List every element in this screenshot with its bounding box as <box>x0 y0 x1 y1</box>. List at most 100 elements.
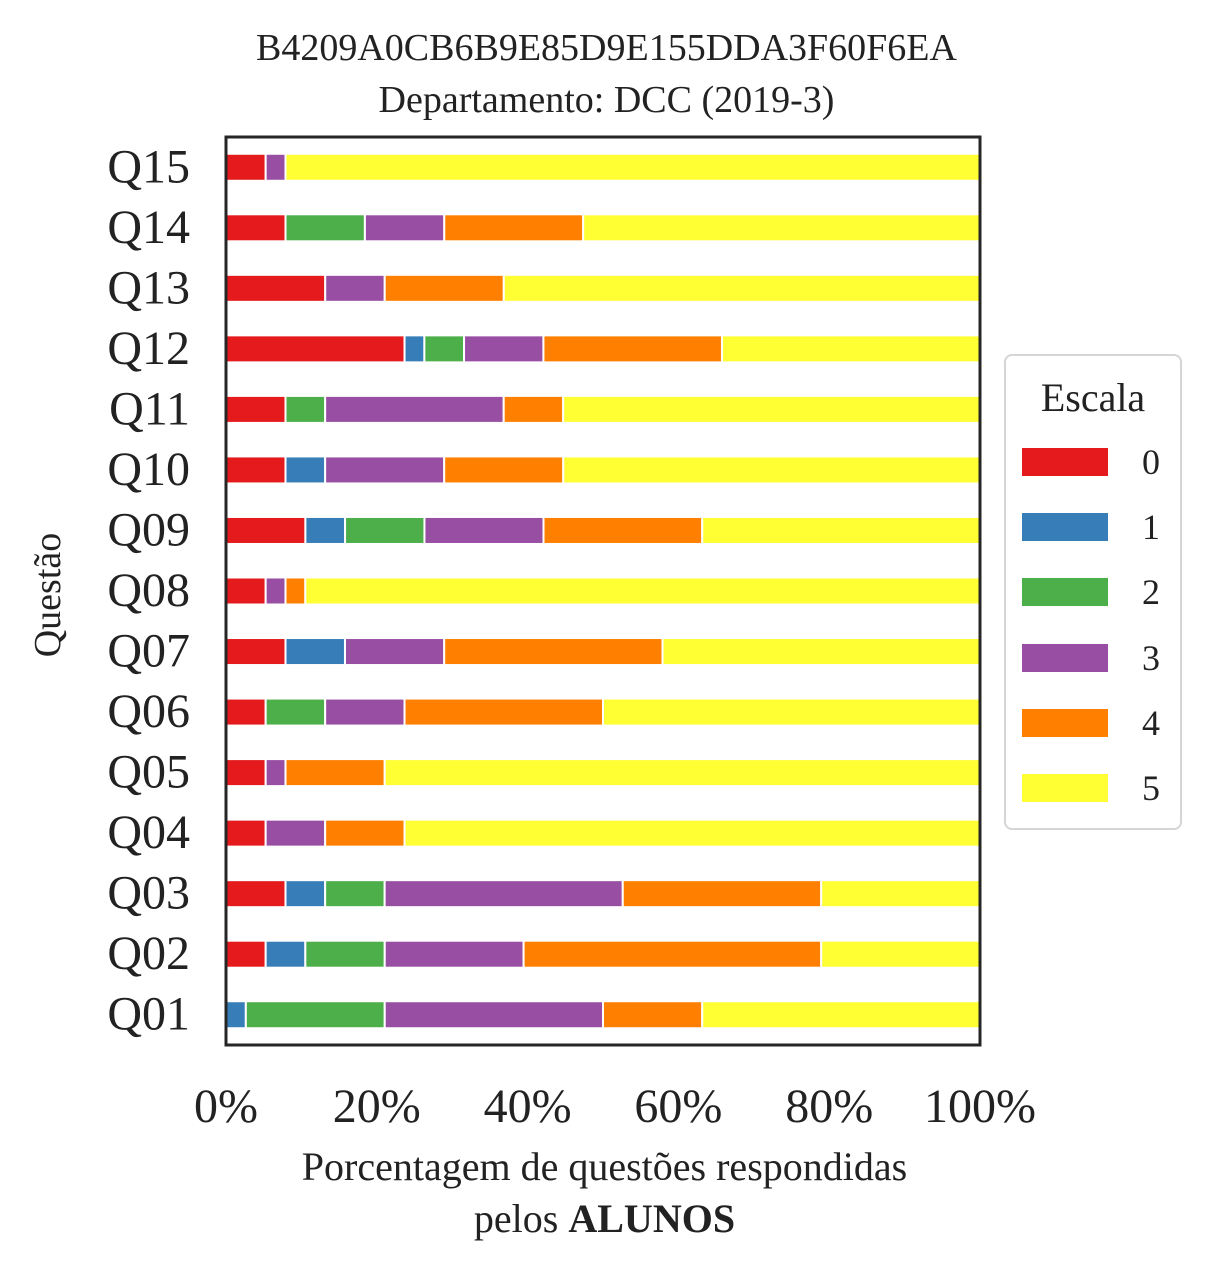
bar-q05-scale-0 <box>225 758 267 788</box>
legend-swatch-5 <box>1022 774 1108 802</box>
bar-q12-scale-1 <box>403 334 426 364</box>
chart-subtitle: Departamento: DCC (2019-3) <box>378 79 835 121</box>
bar-q08-scale-4 <box>284 576 307 606</box>
x-tick-label-1: 20% <box>333 1080 421 1133</box>
bar-q05-scale-5 <box>383 758 982 788</box>
bar-q02-scale-3 <box>383 939 525 969</box>
bar-q05-scale-3 <box>264 758 287 788</box>
bar-q01-scale-4 <box>602 1000 704 1030</box>
y-tick-label-q11: Q11 <box>109 382 190 435</box>
legend-label-2: 2 <box>1142 572 1160 612</box>
bar-q01-scale-1 <box>225 1000 247 1030</box>
bar-q03-scale-4 <box>621 879 823 909</box>
bar-q14-scale-0 <box>225 213 287 243</box>
bar-q14-scale-5 <box>582 213 981 243</box>
bar-q01-scale-5 <box>701 1000 981 1030</box>
bar-q11-scale-3 <box>324 394 505 424</box>
y-tick-label-q02: Q02 <box>107 927 190 980</box>
bar-q04-scale-5 <box>403 818 982 848</box>
bar-q11-scale-5 <box>562 394 981 424</box>
bar-q07-scale-4 <box>443 637 664 667</box>
x-axis-label-line1: Porcentagem de questões respondidas <box>301 1144 908 1189</box>
bar-q11-scale-2 <box>284 394 327 424</box>
bar-q10-scale-3 <box>324 455 446 485</box>
x-axis-label-prefix: pelos <box>473 1196 569 1241</box>
bar-q08-scale-5 <box>304 576 981 606</box>
bar-q15-scale-3 <box>264 152 287 182</box>
bar-q07-scale-1 <box>284 637 346 667</box>
bar-q02-scale-1 <box>264 939 307 969</box>
bar-q13-scale-5 <box>502 273 981 303</box>
bar-q13-scale-0 <box>225 273 327 303</box>
legend-item-0: 0 <box>1022 442 1172 482</box>
legend-item-1: 1 <box>1022 507 1172 547</box>
bar-q10-scale-1 <box>284 455 327 485</box>
bar-q03-scale-2 <box>324 879 386 909</box>
bar-q09-scale-3 <box>423 515 545 545</box>
bar-q09-scale-5 <box>701 515 981 545</box>
y-tick-label-q10: Q10 <box>107 443 190 496</box>
bar-q11-scale-0 <box>225 394 287 424</box>
bar-q03-scale-5 <box>820 879 981 909</box>
y-axis-label: Questão <box>27 532 69 658</box>
bar-q06-scale-3 <box>324 697 406 727</box>
y-tick-label-q03: Q03 <box>107 867 190 920</box>
legend-title: Escala <box>1040 375 1146 420</box>
bar-q11-scale-4 <box>502 394 565 424</box>
y-tick-label-q15: Q15 <box>107 140 190 193</box>
chart-title: B4209A0CB6B9E85D9E155DDA3F60F6EA <box>256 27 957 69</box>
bar-q15-scale-0 <box>225 152 267 182</box>
legend-label-1: 1 <box>1142 507 1160 547</box>
plot-frame <box>224 135 982 1047</box>
bar-q04-scale-0 <box>225 818 267 848</box>
y-tick-label-q04: Q04 <box>107 806 190 859</box>
legend-swatch-0 <box>1022 448 1108 476</box>
legend-swatch-1 <box>1022 513 1108 541</box>
bar-q06-scale-2 <box>264 697 327 727</box>
bar-q12-scale-3 <box>463 334 545 364</box>
legend-label-4: 4 <box>1142 703 1160 743</box>
bar-q14-scale-4 <box>443 213 585 243</box>
bar-q03-scale-0 <box>225 879 287 909</box>
x-tick-label-2: 40% <box>484 1080 572 1133</box>
y-tick-label-q12: Q12 <box>107 322 190 375</box>
legend-item-3: 3 <box>1022 638 1172 678</box>
x-axis-label-line2: pelos ALUNOS <box>0 1196 1211 1242</box>
bar-q06-scale-0 <box>225 697 267 727</box>
y-tick-label-q07: Q07 <box>107 625 190 678</box>
x-tick-label-3: 60% <box>634 1080 722 1133</box>
bar-q07-scale-3 <box>343 637 446 667</box>
bar-q02-scale-2 <box>304 939 386 969</box>
bar-q04-scale-3 <box>264 818 327 848</box>
bar-q02-scale-4 <box>522 939 823 969</box>
y-tick-label-q14: Q14 <box>107 201 190 254</box>
bar-q12-scale-0 <box>225 334 406 364</box>
x-axis-label-bold: ALUNOS <box>568 1196 736 1241</box>
bar-q09-scale-2 <box>344 515 426 545</box>
legend-item-4: 4 <box>1022 703 1172 743</box>
x-tick-label-5: 100% <box>924 1080 1036 1133</box>
bar-q06-scale-5 <box>602 697 981 727</box>
bar-q01-scale-2 <box>244 1000 386 1030</box>
x-tick-label-0: 0% <box>194 1080 258 1133</box>
bar-q07-scale-0 <box>225 637 287 667</box>
y-tick-label-q09: Q09 <box>107 503 190 556</box>
bar-q04-scale-4 <box>324 818 406 848</box>
bar-q02-scale-5 <box>820 939 981 969</box>
bar-q08-scale-0 <box>225 576 267 606</box>
bar-q10-scale-5 <box>562 455 981 485</box>
bar-q14-scale-2 <box>284 213 366 243</box>
legend-item-5: 5 <box>1022 768 1172 808</box>
legend-swatch-2 <box>1022 578 1108 606</box>
bar-q09-scale-0 <box>225 515 307 545</box>
bar-q08-scale-3 <box>264 576 287 606</box>
bar-q12-scale-4 <box>542 334 723 364</box>
bar-q03-scale-3 <box>383 879 624 909</box>
bar-q12-scale-2 <box>423 334 466 364</box>
bar-q02-scale-0 <box>225 939 267 969</box>
y-tick-label-q05: Q05 <box>107 746 190 799</box>
y-tick-label-q06: Q06 <box>107 685 190 738</box>
bar-q12-scale-5 <box>720 334 981 364</box>
bar-q09-scale-4 <box>542 515 704 545</box>
